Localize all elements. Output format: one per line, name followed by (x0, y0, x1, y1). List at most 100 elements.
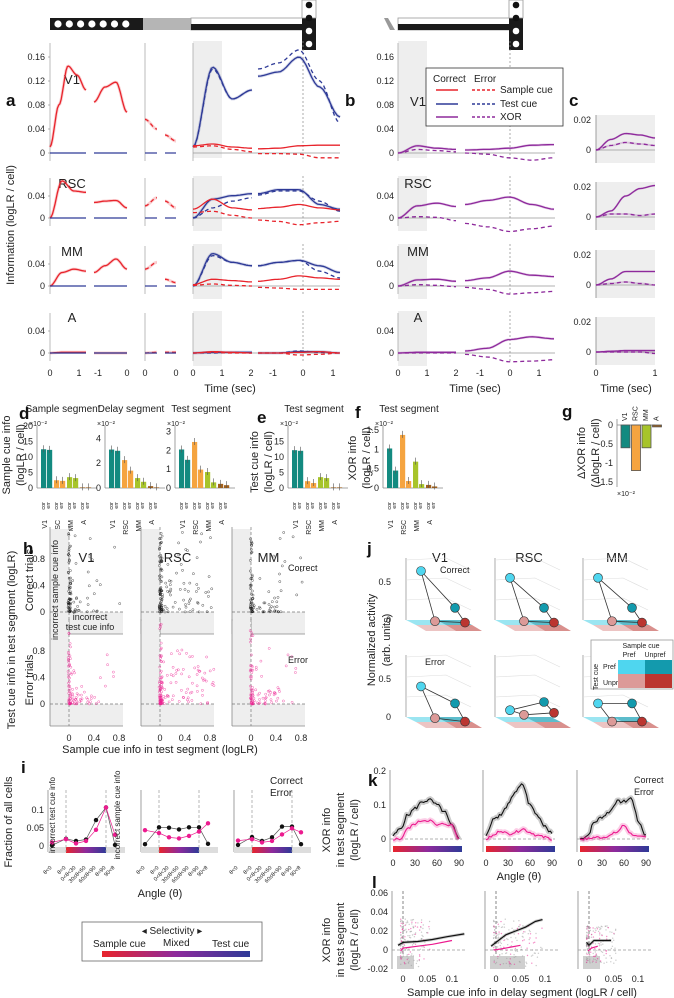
h-scatter-point (67, 700, 70, 704)
h-col-title: V1 (79, 550, 95, 565)
h-scatter-point (177, 553, 181, 557)
a-shade-region (193, 176, 222, 231)
i-selectivity-gradient-bar (66, 847, 106, 853)
a-sample-cue-correct-line (164, 200, 177, 209)
i-correct-point (156, 825, 162, 830)
l-scatter-point (401, 928, 403, 930)
l-scatter-point (500, 920, 502, 923)
l-scatter-point (409, 951, 412, 953)
j-gridline (494, 694, 561, 708)
j-condition-point (505, 572, 515, 583)
l-scatter-point (420, 938, 422, 940)
l-scatter-point (400, 947, 402, 950)
h-row-label-correct: Correct trials (24, 548, 36, 611)
l-scatter-point (596, 954, 598, 957)
h-scatter-point (270, 600, 274, 604)
l-scatter-point (526, 947, 528, 949)
selectivity-legend-sample: Sample cue (93, 939, 146, 950)
l-scatter-point (600, 950, 603, 953)
l-scatter-point (408, 923, 410, 926)
g-bar (652, 424, 662, 428)
legend-header-correct: Correct (433, 74, 466, 85)
j-floor-unpref-pref (416, 722, 456, 728)
b-xor-error-line (398, 284, 457, 288)
l-scatter-point (531, 962, 533, 964)
h-scatter-point (68, 664, 71, 667)
d-test-bar (185, 459, 191, 488)
g-cat-label: V1 (622, 412, 629, 421)
f-bar (413, 461, 419, 488)
h-scatter-point (160, 690, 163, 694)
l-scatter-point (495, 932, 498, 935)
h-shade-incorrect-sample (141, 621, 160, 726)
e-ylabel-unit: (logLR / cell) (263, 431, 275, 493)
l-scatter-point (493, 954, 495, 956)
h-scatter-point (69, 606, 72, 610)
h-scatter-point (251, 593, 255, 597)
a-sample-cue-test-correct-line (258, 351, 341, 354)
l-scatter-point (503, 926, 506, 928)
h-scatter-point (158, 603, 162, 607)
l-scatter-point (510, 963, 512, 966)
f-cat-label: A (427, 520, 434, 525)
i-error-point (186, 833, 192, 839)
l-scatter-point (588, 930, 591, 932)
panel-letter-e: e (257, 408, 266, 427)
l-scatter-point (509, 965, 511, 967)
h-scatter-point (206, 701, 209, 705)
l-scatter-point (515, 955, 517, 958)
d-delay-cat-err: err (114, 502, 120, 509)
l-scatter-point (506, 949, 508, 951)
h-scatter-point (185, 651, 188, 655)
l-scatter-point (399, 938, 402, 940)
l-scatter-point (410, 954, 412, 957)
f-cat-cor: cor (413, 502, 419, 510)
l-scatter-point (421, 934, 423, 937)
h-scatter-point (264, 699, 267, 702)
d-sample-ytick-label: 20 (23, 421, 33, 431)
h-scatter-point (266, 689, 270, 693)
j-floor-unpref-pref (593, 625, 633, 631)
h-xtick-label: 0.4 (270, 733, 283, 743)
e-ytick-label: 0 (279, 483, 284, 493)
l-scatter-point (494, 950, 497, 952)
h-scatter-point (158, 606, 161, 610)
j-col-title: MM (606, 550, 628, 565)
h-scatter-point (67, 650, 70, 654)
h-scatter-point (195, 556, 199, 560)
d-sample-ytick-label: 5 (28, 468, 33, 478)
f-ytick-label: 0.5 (366, 464, 379, 474)
l-scatter-point (525, 961, 527, 963)
a-test-cue-correct-line-sem (257, 258, 341, 274)
h-scatter-point (183, 610, 187, 614)
l-scatter-point (405, 928, 407, 930)
h-scatter-point (95, 610, 99, 613)
h-scatter-point (72, 600, 76, 604)
a-ytick-label: 0.16 (27, 52, 45, 62)
c-xor-correct-line (595, 184, 656, 218)
h-scatter-point (67, 587, 71, 591)
l-scatter-point (614, 947, 616, 949)
i-correct-line (51, 807, 116, 846)
h-scatter-point (69, 657, 72, 660)
i-error-point (269, 838, 275, 844)
e-cat-err: err (297, 502, 303, 509)
d-test-ytick-label: 3 (166, 427, 171, 437)
g-ylabel: ΔXOR info (576, 427, 588, 479)
a-sample-cue-correct-line (93, 81, 128, 113)
h-scatter-point (66, 605, 70, 609)
h-scatter-point (207, 590, 210, 594)
d-delay-bar (115, 450, 121, 488)
l-scatter-point (494, 936, 496, 939)
l-scatter-point (412, 927, 414, 929)
a-xtick-label: 1 (330, 368, 335, 378)
l-scatter-point (600, 928, 602, 930)
l-scatter-point (606, 925, 608, 927)
i-annot-incorrect-test: incorrect test cue info (48, 776, 57, 853)
a-sample-cue-test-error-line (193, 283, 252, 287)
l-scatter-point (508, 929, 510, 931)
l-scatter-point (494, 962, 497, 965)
j-table-row-unpref: Unpref (603, 680, 624, 687)
h-scatter-point (158, 608, 162, 612)
a-xtick-label: -1 (269, 368, 277, 378)
